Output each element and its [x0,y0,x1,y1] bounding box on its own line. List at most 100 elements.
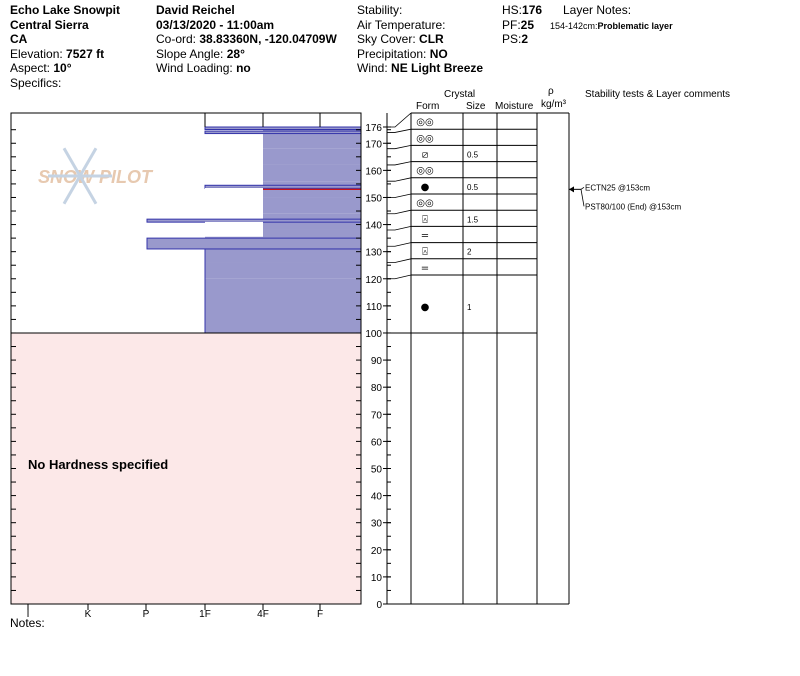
depth-label-0: 0 [376,600,382,611]
depth-label-50: 50 [371,464,383,475]
specifics-label: Specifics: [10,75,62,90]
hardness-bar [263,132,361,149]
hardness-label-I: I [27,609,30,620]
snow-depth-info: HS:176 PF:25 PS:2 [502,3,542,47]
state-name: CA [10,32,28,46]
observer-info: David Reichel 03/13/2020 - 11:00am Co-or… [156,3,337,76]
moisture-header: Moisture [495,101,534,112]
wind-loading-value: no [236,61,251,75]
layer-form-3: ◎◎ [416,166,433,177]
gap-fill [205,221,263,237]
layer-connector [387,226,412,231]
slope-label: Slope Angle: [156,46,224,61]
crust-line [204,126,362,130]
depth-label-60: 60 [371,437,383,448]
layer-form-9: = [421,263,429,274]
layer-size-2: 0.5 [467,151,479,160]
depth-label-30: 30 [371,519,383,530]
layer-form-2: ⧄ [422,150,428,161]
layer-notes: Layer Notes: 154-142cm:Problematic layer [550,3,673,33]
observer-name: David Reichel [156,3,235,17]
layer-form-4: ● [421,182,430,193]
plot-frame [10,112,362,605]
snowflake-arm [62,147,82,177]
layer-form-8: ⍓ [422,247,428,258]
depth-label-90: 90 [371,356,383,367]
hardness-bar [263,164,361,182]
stability-test-1: PST80/100 (End) @153cm [585,202,682,211]
crystal-header: Crystal [444,89,476,100]
stability-label: Stability: [357,3,403,17]
pf-value: 25 [520,17,535,32]
air-temp-label: Air Temperature: [357,17,446,32]
depth-label-160: 160 [365,166,382,177]
elevation-value: 7527 ft [66,46,105,61]
layer-form-10: ● [421,302,430,313]
hardness-bar [205,262,361,279]
snowflake-arm [62,175,82,205]
depth-label-40: 40 [371,492,383,503]
layer-form-5: ◎◎ [416,198,433,209]
wind-label: Wind: [357,61,388,75]
wind-value: NE Light Breeze [391,61,484,75]
layer-connector [387,209,412,215]
observation-datetime: 03/13/2020 - 11:00am [156,17,275,32]
weather-info: Stability: Air Temperature: Sky Cover: C… [357,3,483,76]
stability-test-0: ECTN25 @153cm [585,183,650,192]
layer-connector [387,112,412,128]
hardness-label-P: P [143,609,150,620]
hs-label: HS: [502,3,523,17]
slope-value: 28° [226,46,245,61]
precip-value: NO [429,46,448,61]
depth-label-20: 20 [371,546,383,557]
site-info: Echo Lake Snowpit Central Sierra CA Elev… [10,3,120,90]
test-arrow-head [569,186,574,193]
sky-label: Sky Cover: [357,32,416,46]
layer-note-range: 154-142cm: [550,20,598,31]
form-header: Form [416,101,440,112]
aspect-label: Aspect: [10,61,51,75]
rho-header: ρ [548,86,554,97]
layer-size-6: 1.5 [467,215,479,224]
hs-value: 176 [522,3,543,17]
hardness-bar [263,197,361,214]
test-leader [580,187,585,190]
depth-label-170: 170 [365,139,382,150]
depth-label-150: 150 [365,193,382,204]
layer-connector [387,161,412,166]
layer-connector [387,274,412,280]
density-unit-header: kg/m³ [541,99,566,110]
hardness-bar [263,148,361,165]
depth-label-80: 80 [371,383,383,394]
no-hardness-area [11,332,361,604]
layer-form-6: ⍓ [422,214,428,225]
layer-size-8: 2 [467,248,472,257]
depth-label-140: 140 [365,221,382,232]
region-name: Central Sierra [10,17,89,32]
hardness-label-1F: 1F [199,609,211,620]
stability-header: Stability tests & Layer comments [585,89,731,100]
hardness-label-F: F [317,609,323,620]
layer-form-7: = [421,231,429,242]
layer-connector [387,242,412,247]
crust-line [146,218,362,223]
layer-form-1: ◎◎ [416,133,433,144]
layer-notes-label: Layer Notes: [563,3,632,17]
gap-fill [205,187,263,218]
snowflake-arm [78,147,98,177]
sky-value: CLR [419,32,444,46]
location-name: Echo Lake Snowpit [10,3,121,17]
snowflake-arm [78,175,98,205]
ps-label: PS: [502,32,522,46]
depth-label-120: 120 [365,275,382,286]
pf-label: PF: [502,17,521,32]
hardness-bar [205,246,361,263]
depth-label-110: 110 [366,302,382,313]
layer-size-4: 0.5 [467,183,479,192]
gap-fill [205,135,263,184]
aspect-value: 10° [53,61,72,75]
depth-label-130: 130 [365,248,382,259]
layer-form-0: ◎◎ [416,117,433,128]
hardness-label-K: K [85,609,92,620]
depth-label-10: 10 [371,573,383,584]
